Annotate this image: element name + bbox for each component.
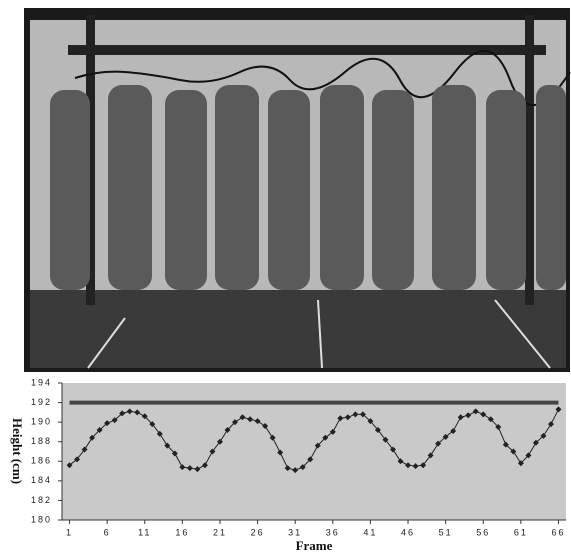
x-tick-label: 66 <box>551 527 565 537</box>
x-tick-label: 41 <box>363 527 377 537</box>
pole <box>525 15 534 305</box>
x-tick-label: 56 <box>476 527 490 537</box>
y-tick-label: 180 <box>31 514 52 524</box>
y-tick-label: 186 <box>31 456 52 466</box>
x-tick-label: 16 <box>175 527 189 537</box>
x-tick-label: 61 <box>514 527 528 537</box>
x-tick-label: 6 <box>104 527 111 537</box>
x-tick-label: 11 <box>138 527 151 537</box>
y-tick-label: 194 <box>31 377 52 387</box>
y-tick-label: 188 <box>31 436 52 446</box>
x-tick-label: 21 <box>213 527 227 537</box>
y-axis-label: Height (cm) <box>10 418 25 484</box>
y-tick-label: 184 <box>31 475 52 485</box>
x-tick-label: 36 <box>326 527 340 537</box>
floor <box>30 290 566 368</box>
x-tick-label: 46 <box>401 527 415 537</box>
x-axis-label: Frame <box>296 538 333 553</box>
y-tick-label: 182 <box>31 495 52 505</box>
x-tick-label: 51 <box>439 527 453 537</box>
page: Height (cm) Frame 180 182 184 186 188 190 192 1… <box>0 0 571 555</box>
photo <box>24 8 570 372</box>
x-tick-label: 26 <box>251 527 265 537</box>
y-tick-label: 190 <box>31 417 52 427</box>
y-tick-label: 192 <box>31 397 52 407</box>
x-tick-label: 1 <box>66 527 73 537</box>
x-tick-label: 31 <box>288 527 302 537</box>
walkers <box>50 85 566 290</box>
